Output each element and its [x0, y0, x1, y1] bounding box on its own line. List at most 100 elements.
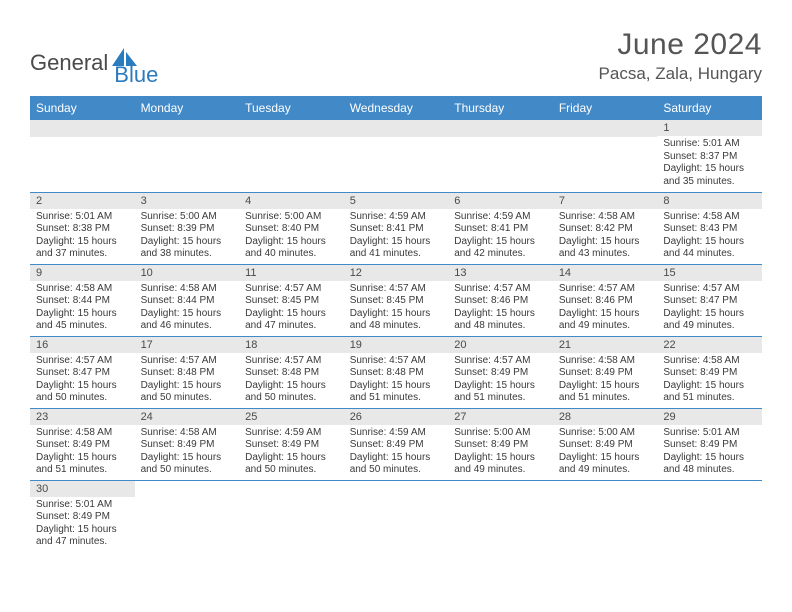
day-cell: 16Sunrise: 4:57 AMSunset: 8:47 PMDayligh… — [30, 336, 135, 408]
week-row: 9Sunrise: 4:58 AMSunset: 8:44 PMDaylight… — [30, 264, 762, 336]
day-number: 14 — [553, 265, 658, 281]
weekday-header: Sunday — [30, 96, 135, 120]
day-number: 8 — [657, 193, 762, 209]
day-cell: 30Sunrise: 5:01 AMSunset: 8:49 PMDayligh… — [30, 480, 135, 552]
weekday-header: Thursday — [448, 96, 553, 120]
day-cell — [239, 120, 344, 192]
day-cell: 13Sunrise: 4:57 AMSunset: 8:46 PMDayligh… — [448, 264, 553, 336]
day-details: Sunrise: 4:57 AMSunset: 8:45 PMDaylight:… — [239, 281, 344, 336]
day-number: 10 — [135, 265, 240, 281]
day-cell — [344, 480, 449, 552]
logo: General Blue — [30, 38, 158, 88]
calendar-table: Sunday Monday Tuesday Wednesday Thursday… — [30, 96, 762, 552]
day-cell: 10Sunrise: 4:58 AMSunset: 8:44 PMDayligh… — [135, 264, 240, 336]
day-cell: 8Sunrise: 4:58 AMSunset: 8:43 PMDaylight… — [657, 192, 762, 264]
day-details: Sunrise: 4:58 AMSunset: 8:49 PMDaylight:… — [135, 425, 240, 480]
day-number: 27 — [448, 409, 553, 425]
day-details: Sunrise: 4:57 AMSunset: 8:46 PMDaylight:… — [448, 281, 553, 336]
day-number: 24 — [135, 409, 240, 425]
day-cell — [239, 480, 344, 552]
day-number: 30 — [30, 481, 135, 497]
weekday-header: Tuesday — [239, 96, 344, 120]
day-cell — [30, 120, 135, 192]
day-cell: 17Sunrise: 4:57 AMSunset: 8:48 PMDayligh… — [135, 336, 240, 408]
weekday-header: Monday — [135, 96, 240, 120]
day-details: Sunrise: 4:59 AMSunset: 8:49 PMDaylight:… — [344, 425, 449, 480]
day-number: 5 — [344, 193, 449, 209]
day-details: Sunrise: 4:59 AMSunset: 8:41 PMDaylight:… — [344, 209, 449, 264]
day-number: 19 — [344, 337, 449, 353]
day-details: Sunrise: 5:01 AMSunset: 8:49 PMDaylight:… — [657, 425, 762, 480]
day-cell: 6Sunrise: 4:59 AMSunset: 8:41 PMDaylight… — [448, 192, 553, 264]
day-cell — [448, 480, 553, 552]
day-cell: 9Sunrise: 4:58 AMSunset: 8:44 PMDaylight… — [30, 264, 135, 336]
day-number: 3 — [135, 193, 240, 209]
day-cell — [553, 480, 658, 552]
day-number: 25 — [239, 409, 344, 425]
day-number: 26 — [344, 409, 449, 425]
day-cell: 3Sunrise: 5:00 AMSunset: 8:39 PMDaylight… — [135, 192, 240, 264]
day-details: Sunrise: 4:58 AMSunset: 8:42 PMDaylight:… — [553, 209, 658, 264]
day-details: Sunrise: 4:58 AMSunset: 8:49 PMDaylight:… — [30, 425, 135, 480]
day-details: Sunrise: 5:00 AMSunset: 8:40 PMDaylight:… — [239, 209, 344, 264]
day-details: Sunrise: 4:58 AMSunset: 8:49 PMDaylight:… — [657, 353, 762, 408]
empty-day-bar — [553, 120, 658, 137]
month-title: June 2024 — [599, 28, 762, 62]
empty-day-bar — [344, 120, 449, 137]
day-details: Sunrise: 5:01 AMSunset: 8:38 PMDaylight:… — [30, 209, 135, 264]
day-cell: 26Sunrise: 4:59 AMSunset: 8:49 PMDayligh… — [344, 408, 449, 480]
day-details: Sunrise: 5:00 AMSunset: 8:49 PMDaylight:… — [553, 425, 658, 480]
day-number: 20 — [448, 337, 553, 353]
weekday-header: Wednesday — [344, 96, 449, 120]
day-cell — [135, 120, 240, 192]
day-details: Sunrise: 4:57 AMSunset: 8:47 PMDaylight:… — [657, 281, 762, 336]
day-cell: 24Sunrise: 4:58 AMSunset: 8:49 PMDayligh… — [135, 408, 240, 480]
weekday-header: Saturday — [657, 96, 762, 120]
day-cell: 22Sunrise: 4:58 AMSunset: 8:49 PMDayligh… — [657, 336, 762, 408]
day-number: 9 — [30, 265, 135, 281]
day-cell: 7Sunrise: 4:58 AMSunset: 8:42 PMDaylight… — [553, 192, 658, 264]
day-details: Sunrise: 5:00 AMSunset: 8:49 PMDaylight:… — [448, 425, 553, 480]
week-row: 2Sunrise: 5:01 AMSunset: 8:38 PMDaylight… — [30, 192, 762, 264]
weekday-header: Friday — [553, 96, 658, 120]
day-cell: 11Sunrise: 4:57 AMSunset: 8:45 PMDayligh… — [239, 264, 344, 336]
day-number: 2 — [30, 193, 135, 209]
day-details: Sunrise: 4:58 AMSunset: 8:44 PMDaylight:… — [135, 281, 240, 336]
day-cell — [135, 480, 240, 552]
day-details: Sunrise: 4:58 AMSunset: 8:43 PMDaylight:… — [657, 209, 762, 264]
day-cell: 28Sunrise: 5:00 AMSunset: 8:49 PMDayligh… — [553, 408, 658, 480]
day-details: Sunrise: 4:57 AMSunset: 8:46 PMDaylight:… — [553, 281, 658, 336]
day-cell — [344, 120, 449, 192]
day-details: Sunrise: 4:57 AMSunset: 8:48 PMDaylight:… — [239, 353, 344, 408]
day-number: 21 — [553, 337, 658, 353]
title-block: June 2024 Pacsa, Zala, Hungary — [599, 28, 762, 84]
day-number: 7 — [553, 193, 658, 209]
day-details: Sunrise: 4:58 AMSunset: 8:44 PMDaylight:… — [30, 281, 135, 336]
day-cell: 20Sunrise: 4:57 AMSunset: 8:49 PMDayligh… — [448, 336, 553, 408]
week-row: 1Sunrise: 5:01 AMSunset: 8:37 PMDaylight… — [30, 120, 762, 192]
day-cell: 5Sunrise: 4:59 AMSunset: 8:41 PMDaylight… — [344, 192, 449, 264]
day-cell: 27Sunrise: 5:00 AMSunset: 8:49 PMDayligh… — [448, 408, 553, 480]
day-details: Sunrise: 4:58 AMSunset: 8:49 PMDaylight:… — [553, 353, 658, 408]
day-number: 1 — [657, 120, 762, 136]
day-details: Sunrise: 4:57 AMSunset: 8:48 PMDaylight:… — [135, 353, 240, 408]
empty-day-bar — [448, 120, 553, 137]
day-number: 16 — [30, 337, 135, 353]
empty-day-bar — [30, 120, 135, 137]
day-number: 23 — [30, 409, 135, 425]
day-number: 15 — [657, 265, 762, 281]
week-row: 30Sunrise: 5:01 AMSunset: 8:49 PMDayligh… — [30, 480, 762, 552]
day-number: 28 — [553, 409, 658, 425]
day-cell: 19Sunrise: 4:57 AMSunset: 8:48 PMDayligh… — [344, 336, 449, 408]
day-cell: 4Sunrise: 5:00 AMSunset: 8:40 PMDaylight… — [239, 192, 344, 264]
day-cell: 23Sunrise: 4:58 AMSunset: 8:49 PMDayligh… — [30, 408, 135, 480]
day-cell: 25Sunrise: 4:59 AMSunset: 8:49 PMDayligh… — [239, 408, 344, 480]
day-details: Sunrise: 4:57 AMSunset: 8:48 PMDaylight:… — [344, 353, 449, 408]
empty-day-bar — [239, 120, 344, 137]
day-details: Sunrise: 4:59 AMSunset: 8:49 PMDaylight:… — [239, 425, 344, 480]
header: General Blue June 2024 Pacsa, Zala, Hung… — [30, 28, 762, 88]
day-number: 18 — [239, 337, 344, 353]
logo-text-blue: Blue — [114, 62, 158, 88]
day-number: 12 — [344, 265, 449, 281]
logo-text-general: General — [30, 50, 108, 76]
